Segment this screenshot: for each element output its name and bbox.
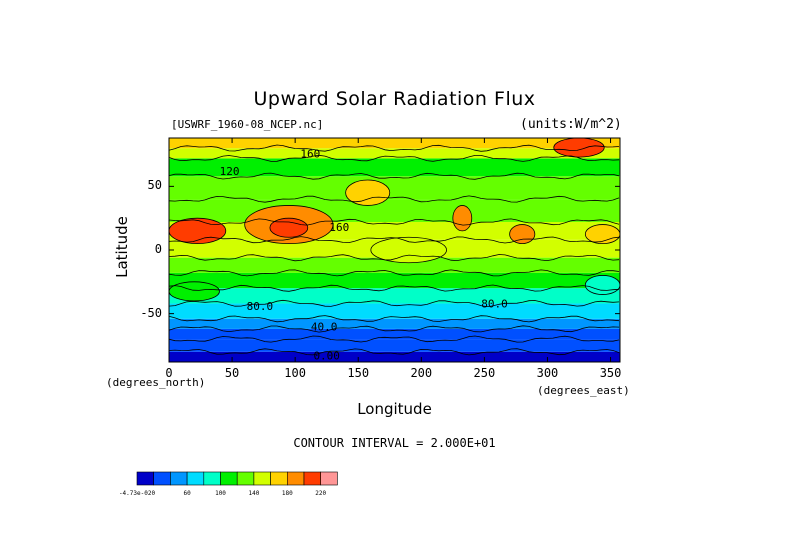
- colorbar-label-0: -4.73e-020: [119, 490, 156, 497]
- zonal-band-10: [169, 199, 620, 222]
- zonal-band-3: [169, 318, 620, 329]
- region-10: [584, 275, 621, 295]
- y-tick-label-0: -50: [140, 305, 162, 320]
- y-unit-label: (degrees_north): [106, 376, 206, 389]
- colorbar-swatch-1: [153, 471, 171, 486]
- contour-line-9: [168, 236, 620, 244]
- contour-label-1: 120: [220, 165, 240, 178]
- colorbar-swatch-10: [303, 471, 322, 486]
- contour-line-10: [168, 218, 620, 226]
- contour-line-11: [168, 195, 620, 203]
- x-tick-label-7: 350: [599, 366, 622, 380]
- zonal-band-7: [169, 257, 620, 273]
- contour-line-14: [168, 144, 620, 152]
- x-tick-label-1: 50: [224, 366, 240, 380]
- colorbar-swatch-8: [270, 471, 288, 486]
- contour-line-4: [168, 315, 620, 323]
- colorbar-swatch-4: [203, 471, 221, 486]
- zonal-band-11: [169, 176, 620, 200]
- chart-title: Upward Solar Radiation Flux: [253, 88, 536, 110]
- colorbar-swatch-6: [236, 471, 255, 486]
- contour-line-2: [168, 335, 620, 343]
- colorbar-label-4: 180: [282, 490, 293, 497]
- zonal-band-13: [169, 148, 620, 159]
- region-4: [452, 205, 473, 232]
- colorbar-swatch-3: [186, 471, 205, 486]
- region-2: [269, 217, 309, 238]
- zonal-band-6: [169, 272, 620, 289]
- contour-line-8: [168, 254, 620, 262]
- contour-line-12: [168, 172, 620, 180]
- y-tick-label-2: 50: [147, 178, 162, 193]
- x-tick-label-4: 200: [410, 366, 433, 380]
- x-tick-label-2: 100: [284, 366, 306, 380]
- colorbar-swatch-5: [220, 471, 238, 486]
- contour-line-1: [168, 348, 620, 356]
- contour-line-6: [168, 284, 620, 292]
- contour-label-2: 160: [329, 221, 349, 234]
- source-label: [USWRF_1960-08_NCEP.nc]: [171, 118, 324, 131]
- x-tick-label-3: 150: [347, 366, 370, 380]
- y-tick-label-1: 0: [154, 242, 162, 256]
- x-unit-label: (degrees_east): [537, 384, 630, 397]
- contour-line-5: [168, 299, 620, 308]
- contour-label-6: 0.00: [313, 350, 340, 363]
- contour-line-13: [168, 154, 620, 162]
- colorbar-label-3: 140: [248, 490, 259, 497]
- zonal-band-1: [169, 339, 620, 352]
- colorbar-label-1: 60: [183, 490, 191, 497]
- contour-label-3: 80.0: [247, 300, 274, 313]
- colorbar-swatch-0: [136, 471, 155, 486]
- zonal-band-0: [169, 351, 620, 362]
- x-tick-label-0: 0: [165, 366, 173, 380]
- contour-interval-label: CONTOUR INTERVAL = 2.000E+01: [293, 436, 496, 450]
- zonal-band-2: [169, 328, 620, 340]
- colorbar-swatch-9: [286, 471, 305, 486]
- contour-line-7: [168, 269, 620, 277]
- colorbar-label-5: 220: [315, 490, 326, 497]
- colorbar-label-2: 100: [215, 490, 226, 497]
- zonal-band-12: [169, 158, 620, 177]
- contour-label-0: 160: [300, 147, 320, 160]
- zonal-band-4: [169, 303, 620, 319]
- contour-line-3: [168, 325, 620, 333]
- units-label: (units:W/m^2): [520, 117, 622, 132]
- x-tick-label-5: 250: [473, 366, 496, 380]
- x-axis-label: Longitude: [357, 400, 432, 418]
- colorbar-swatch-7: [253, 471, 271, 486]
- zonal-band-14: [169, 138, 620, 149]
- colorbar-swatch-11: [320, 471, 338, 486]
- zonal-band-5: [169, 288, 620, 304]
- region-7: [584, 224, 621, 245]
- contour-label-4: 80.0: [481, 297, 508, 310]
- contour-label-5: 40.0: [311, 320, 338, 333]
- region-3: [345, 179, 391, 206]
- colorbar-swatch-2: [170, 471, 188, 486]
- region-5: [509, 224, 536, 245]
- region-9: [168, 281, 220, 302]
- region-6: [553, 137, 605, 158]
- x-tick-label-6: 300: [536, 366, 559, 380]
